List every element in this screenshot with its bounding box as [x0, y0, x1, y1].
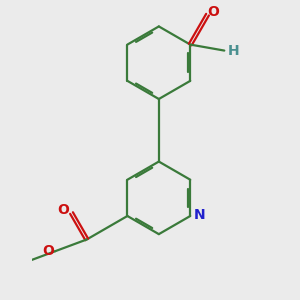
Text: N: N	[194, 208, 206, 221]
Text: O: O	[207, 5, 219, 19]
Text: O: O	[42, 244, 54, 258]
Text: H: H	[227, 44, 239, 58]
Text: O: O	[57, 203, 69, 217]
